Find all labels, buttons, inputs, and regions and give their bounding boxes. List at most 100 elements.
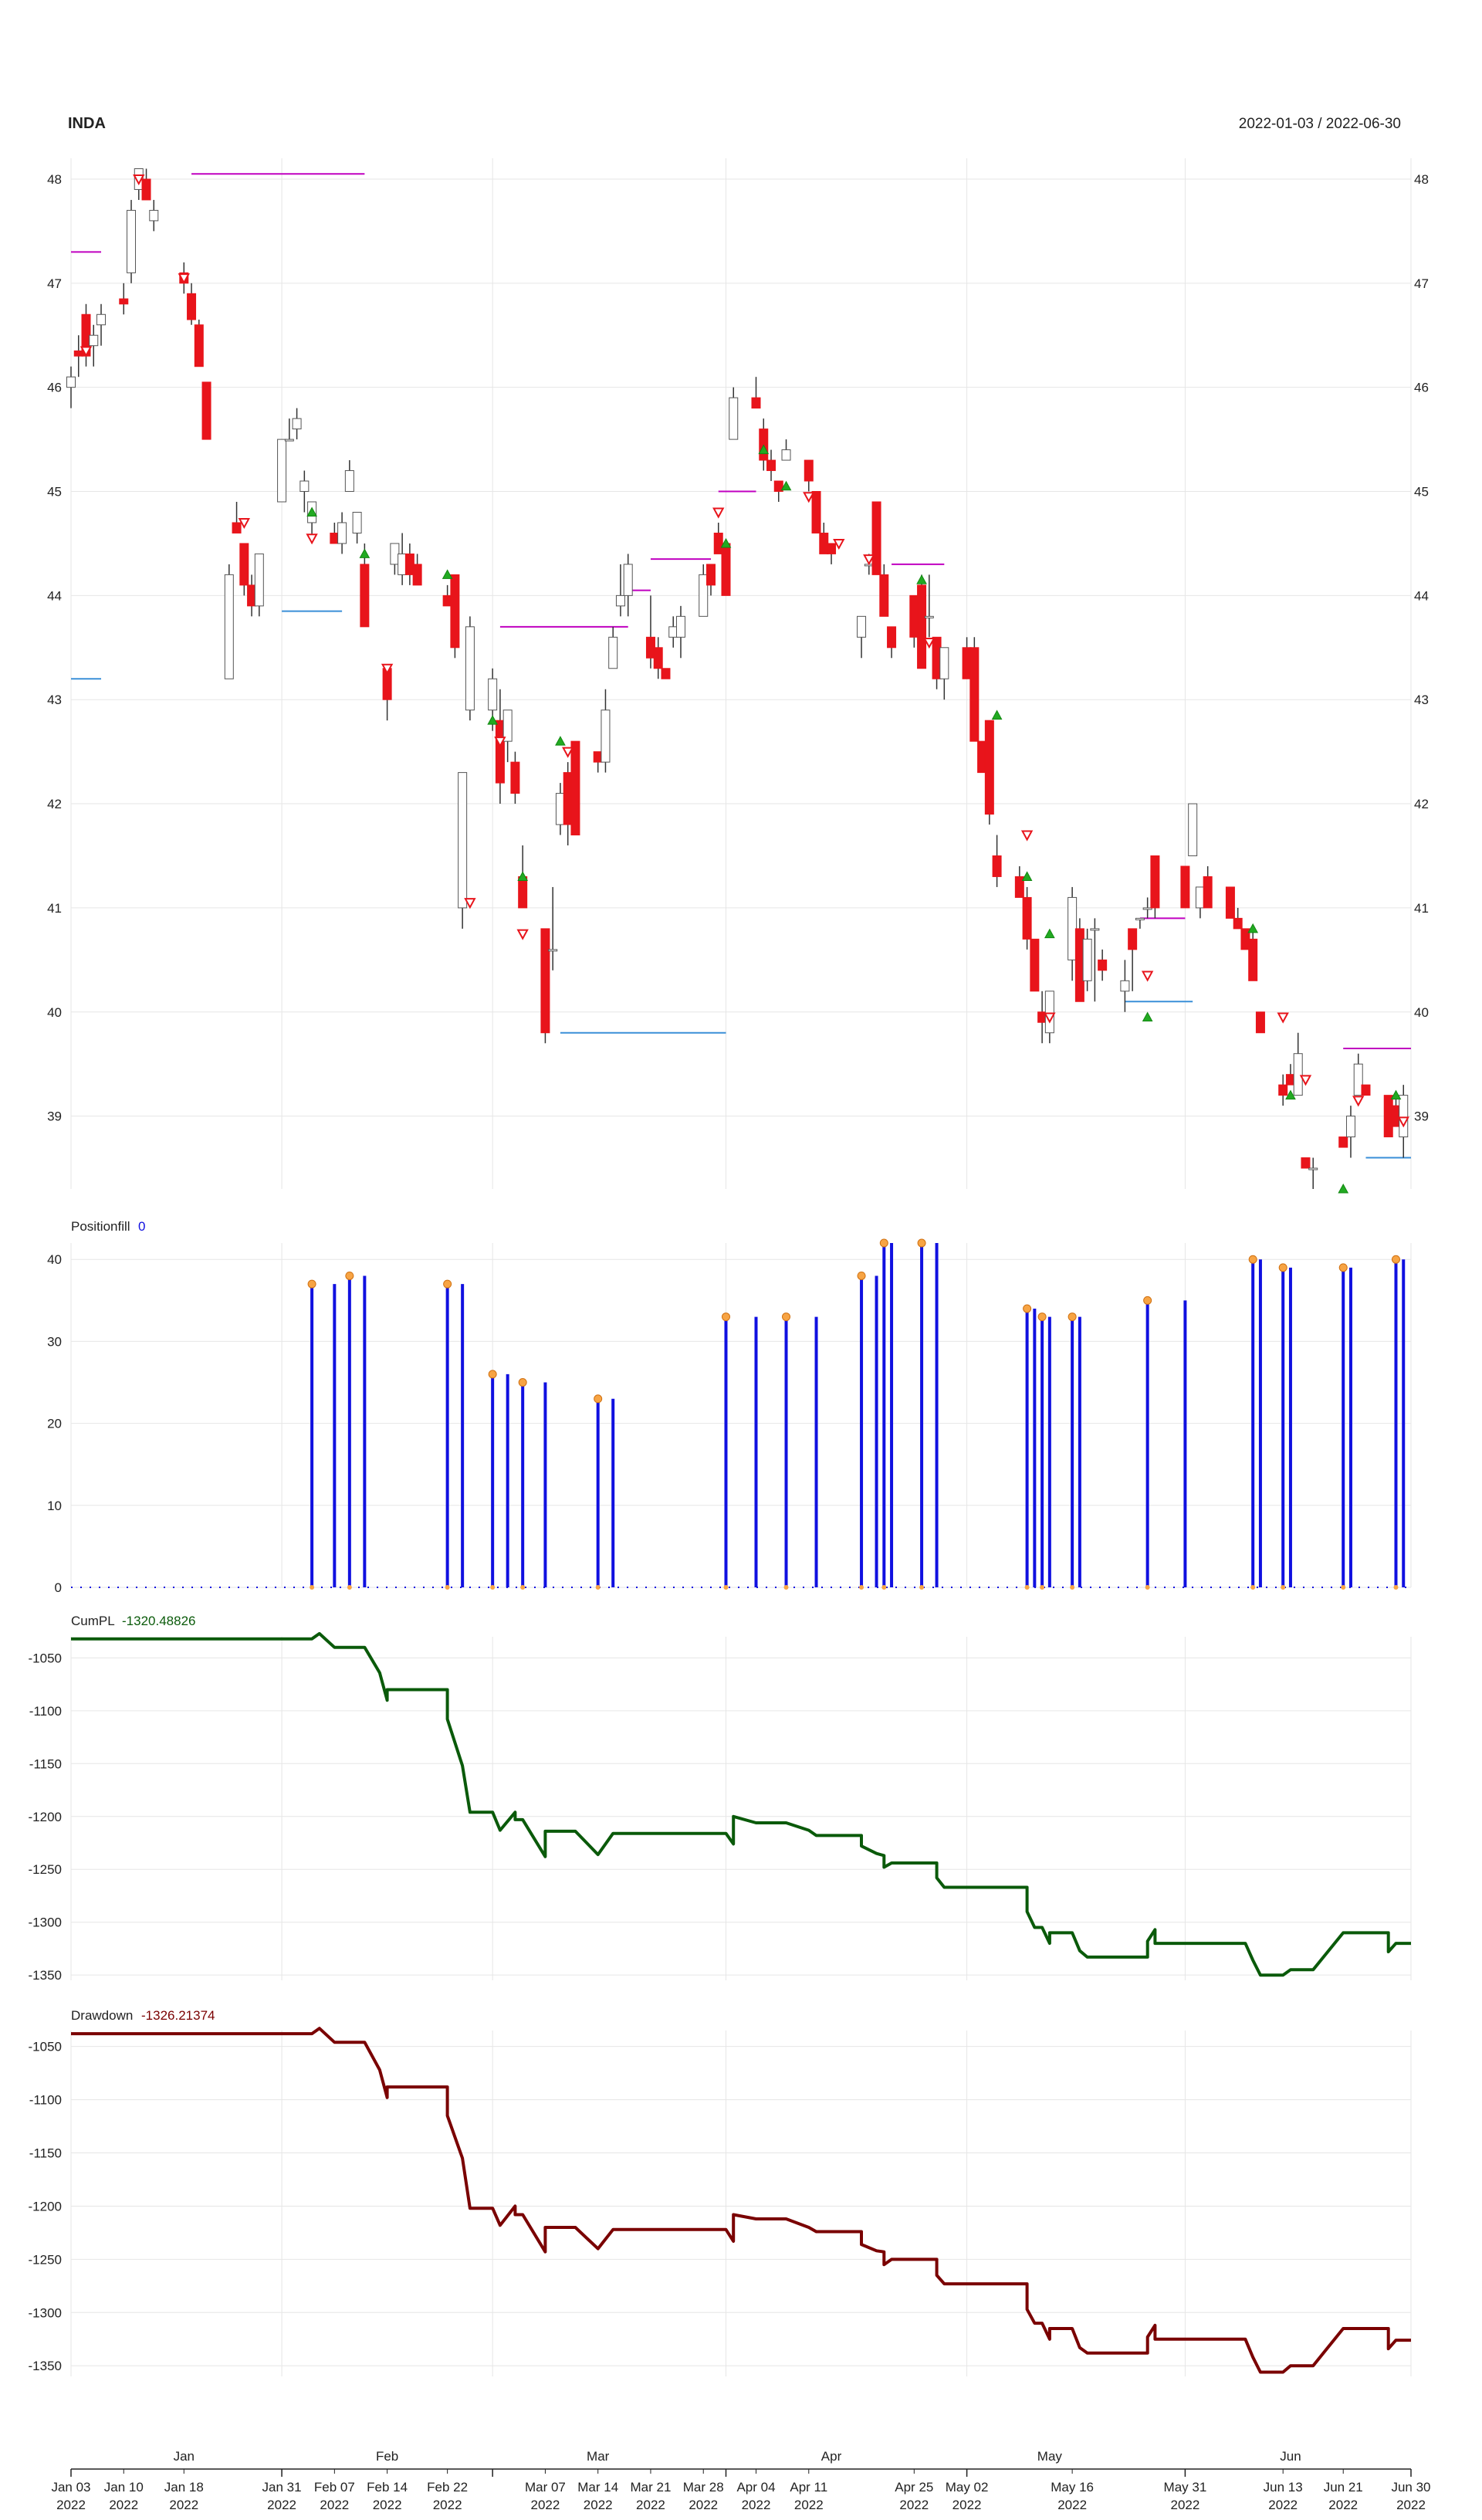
buy-signal-marker [1142, 1011, 1153, 1021]
position-fill-marker [1338, 1263, 1348, 1272]
position-exit-marker [783, 1585, 789, 1590]
positionfill-label: Positionfill [71, 1219, 130, 1234]
date-tick-label: Feb 14 [367, 2480, 408, 2495]
candle-down [969, 647, 980, 742]
buy-signal-marker [517, 871, 529, 881]
candle-up [299, 480, 310, 493]
candle-down [570, 740, 580, 836]
candle-down [751, 397, 761, 409]
price-tick-label-right: 44 [1414, 588, 1429, 603]
candle-down [721, 543, 731, 596]
candle-up [1293, 1053, 1303, 1096]
price-tick-label-right: 42 [1414, 797, 1429, 811]
price-tick-label-left: 46 [47, 381, 62, 395]
candle-up [939, 647, 949, 679]
sell-signal-marker [1352, 1096, 1365, 1107]
position-exit-marker [445, 1585, 450, 1590]
position-exit-marker [1341, 1585, 1346, 1590]
position-exit-marker [723, 1585, 729, 1590]
year-tick-label: 2022 [584, 2498, 613, 2512]
candle-up [623, 564, 633, 596]
position-fill-marker [1023, 1304, 1032, 1313]
candle-down [450, 574, 460, 649]
candle-up [277, 439, 287, 503]
sell-signal-marker [1299, 1075, 1312, 1086]
position-fill-marker [1068, 1312, 1077, 1322]
date-tick-label: May 31 [1164, 2480, 1207, 2495]
position-exit-marker [310, 1585, 315, 1590]
year-tick-label: 2022 [952, 2498, 982, 2512]
candle-up [337, 522, 347, 544]
position-exit-marker [1145, 1585, 1150, 1590]
candle-down [984, 720, 994, 815]
year-tick-label: 2022 [636, 2498, 665, 2512]
month-label: Feb [376, 2449, 398, 2464]
candle-down [1338, 1136, 1348, 1148]
candle-up [224, 574, 234, 679]
sell-signal-marker [1277, 1012, 1289, 1024]
candle-down [194, 324, 204, 368]
buy-signal-marker [758, 444, 770, 455]
price-tick-label-right: 41 [1414, 901, 1429, 916]
year-tick-label: 2022 [1268, 2498, 1298, 2512]
candle-up [488, 678, 498, 711]
date-range: 2022-01-03 / 2022-06-30 [1239, 116, 1401, 132]
sell-signal-marker [238, 517, 250, 530]
date-tick-label: May 16 [1051, 2480, 1094, 2495]
buy-signal-marker [1021, 871, 1033, 881]
price-tick-label-left: 40 [47, 1005, 62, 1020]
candle-down [495, 720, 505, 784]
date-tick-label: Feb 22 [427, 2480, 468, 2495]
candle-down [661, 668, 671, 679]
candle-up [1120, 980, 1130, 992]
candle-up [292, 418, 302, 430]
sell-signal-marker [833, 538, 845, 550]
candle-down [917, 584, 927, 669]
candle-down [119, 298, 129, 305]
positionfill-tick-label: 0 [55, 1580, 62, 1595]
price-tick-label-right: 47 [1414, 276, 1429, 291]
candle-up [1142, 907, 1152, 910]
candle-down [1128, 928, 1138, 950]
candle-down [510, 761, 520, 794]
sell-signal-marker [381, 663, 394, 675]
drawdown-tick-label: -1250 [29, 2252, 62, 2267]
candle-up [254, 553, 264, 607]
year-tick-label: 2022 [742, 2498, 771, 2512]
drawdown-tick-label: -1050 [29, 2040, 62, 2054]
date-tick-label: Jan 03 [51, 2480, 90, 2495]
sell-signal-marker [133, 174, 145, 186]
sell-signal-marker [562, 747, 574, 758]
position-fill-marker [518, 1378, 527, 1387]
price-tick-label-left: 43 [47, 693, 62, 707]
cumpl-tick-label: -1200 [29, 1810, 62, 1824]
buy-signal-marker [1338, 1183, 1349, 1194]
drawdown-tick-label: -1150 [29, 2146, 62, 2161]
sell-signal-marker [464, 898, 476, 909]
year-tick-label: 2022 [1396, 2498, 1426, 2512]
year-tick-label: 2022 [169, 2498, 198, 2512]
cumpl-value: -1320.48826 [122, 1614, 195, 1628]
buy-signal-marker [1390, 1089, 1402, 1100]
candle-up [601, 710, 611, 763]
position-fill-marker [443, 1279, 452, 1289]
candle-down [804, 459, 814, 482]
date-tick-label: Jan 10 [104, 2480, 144, 2495]
date-tick-label: Feb 07 [314, 2480, 355, 2495]
buy-signal-marker [306, 506, 317, 517]
year-tick-label: 2022 [109, 2498, 138, 2512]
position-fill-marker [594, 1394, 603, 1404]
candle-down [1361, 1084, 1371, 1096]
price-tick-label-left: 45 [47, 485, 62, 500]
candle-down [1150, 855, 1160, 909]
date-tick-label: Apr 25 [895, 2480, 933, 2495]
candle-down [239, 543, 249, 586]
buy-signal-marker [780, 480, 792, 491]
position-fill-marker [1248, 1255, 1257, 1264]
sell-signal-marker [712, 507, 725, 519]
candle-up [1135, 917, 1145, 920]
candle-up [608, 636, 618, 669]
date-tick-label: Mar 21 [631, 2480, 672, 2495]
buy-signal-marker [1247, 923, 1259, 933]
